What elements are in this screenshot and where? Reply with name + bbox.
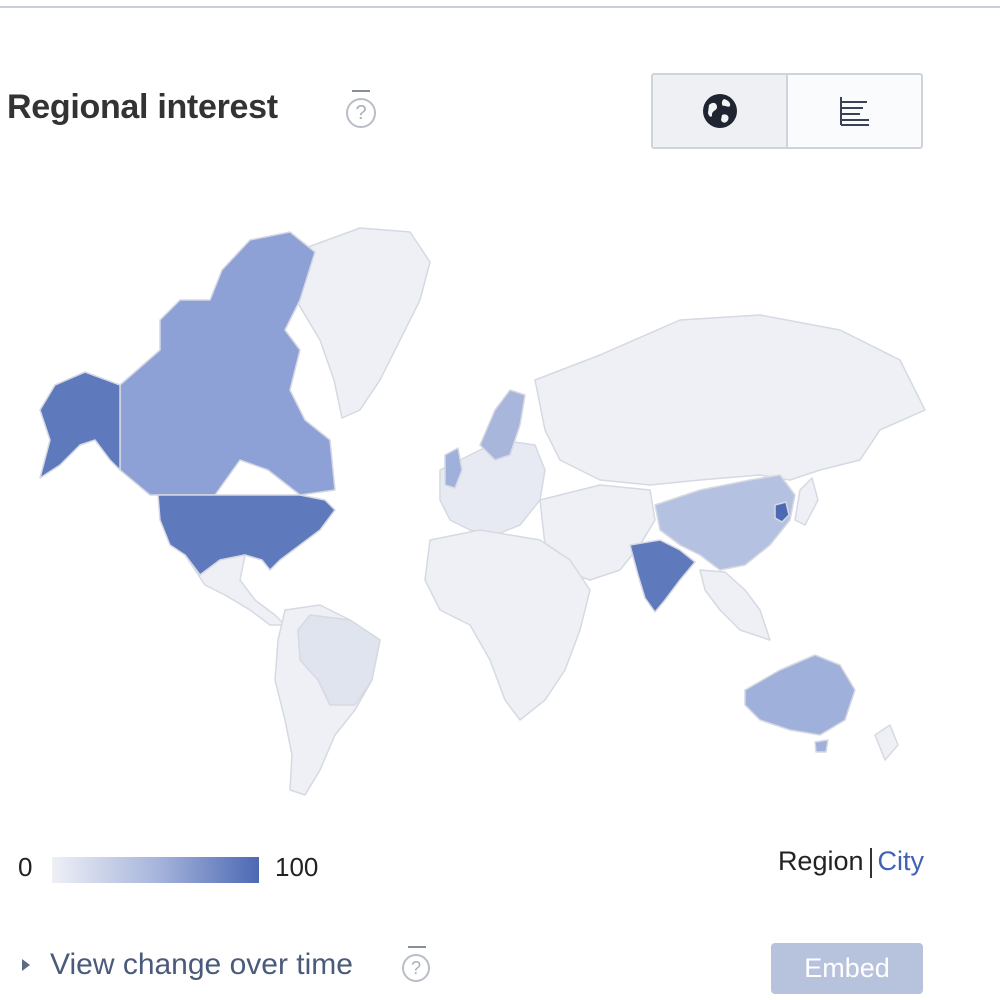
country-canada[interactable] [119,231,336,496]
country-india[interactable] [629,539,696,613]
country-china[interactable] [654,474,796,571]
country-tasmania[interactable] [814,739,829,753]
country-alaska[interactable] [39,371,121,479]
country-scandinavia[interactable] [479,389,526,461]
expand-arrow-icon [22,959,30,971]
bar-list-icon [839,97,869,126]
country-australia[interactable] [744,654,856,736]
view-toggle [651,73,923,149]
legend-max-label: 100 [275,852,319,882]
top-divider [0,6,1000,8]
embed-button[interactable]: Embed [771,943,923,994]
country-mexico[interactable] [184,554,286,626]
country-greenland[interactable] [295,227,431,419]
country-new-zealand[interactable] [874,724,899,761]
world-map [39,227,926,796]
view-change-label[interactable]: View change over time [50,948,353,981]
list-view-button[interactable] [788,75,921,147]
view-change-help-icon[interactable]: ? [402,946,430,982]
legend-gradient [52,857,259,883]
region-toggle[interactable]: Region [777,846,864,876]
map-view-button[interactable] [653,75,788,147]
country-africa[interactable] [424,529,591,721]
help-icon[interactable]: ? [346,90,376,128]
city-toggle-link[interactable]: City [877,846,925,876]
country-japan[interactable] [794,477,819,526]
country-russia[interactable] [534,314,926,486]
page-title: Regional interest [7,88,278,126]
country-brazil[interactable] [297,614,381,706]
country-united-kingdom[interactable] [444,447,463,489]
toggle-separator [869,847,872,878]
country-united-states[interactable] [157,494,336,576]
country-south-korea[interactable] [774,501,790,523]
view-change-over-time[interactable]: View change over time [22,948,353,982]
globe-icon [702,94,737,128]
legend-min-label: 0 [18,852,33,882]
region-city-toggle: Region City [778,846,924,878]
country-southeast-asia[interactable] [699,569,771,641]
